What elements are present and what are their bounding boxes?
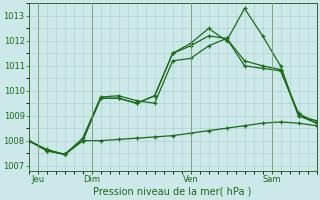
X-axis label: Pression niveau de la mer( hPa ): Pression niveau de la mer( hPa ) xyxy=(93,187,252,197)
